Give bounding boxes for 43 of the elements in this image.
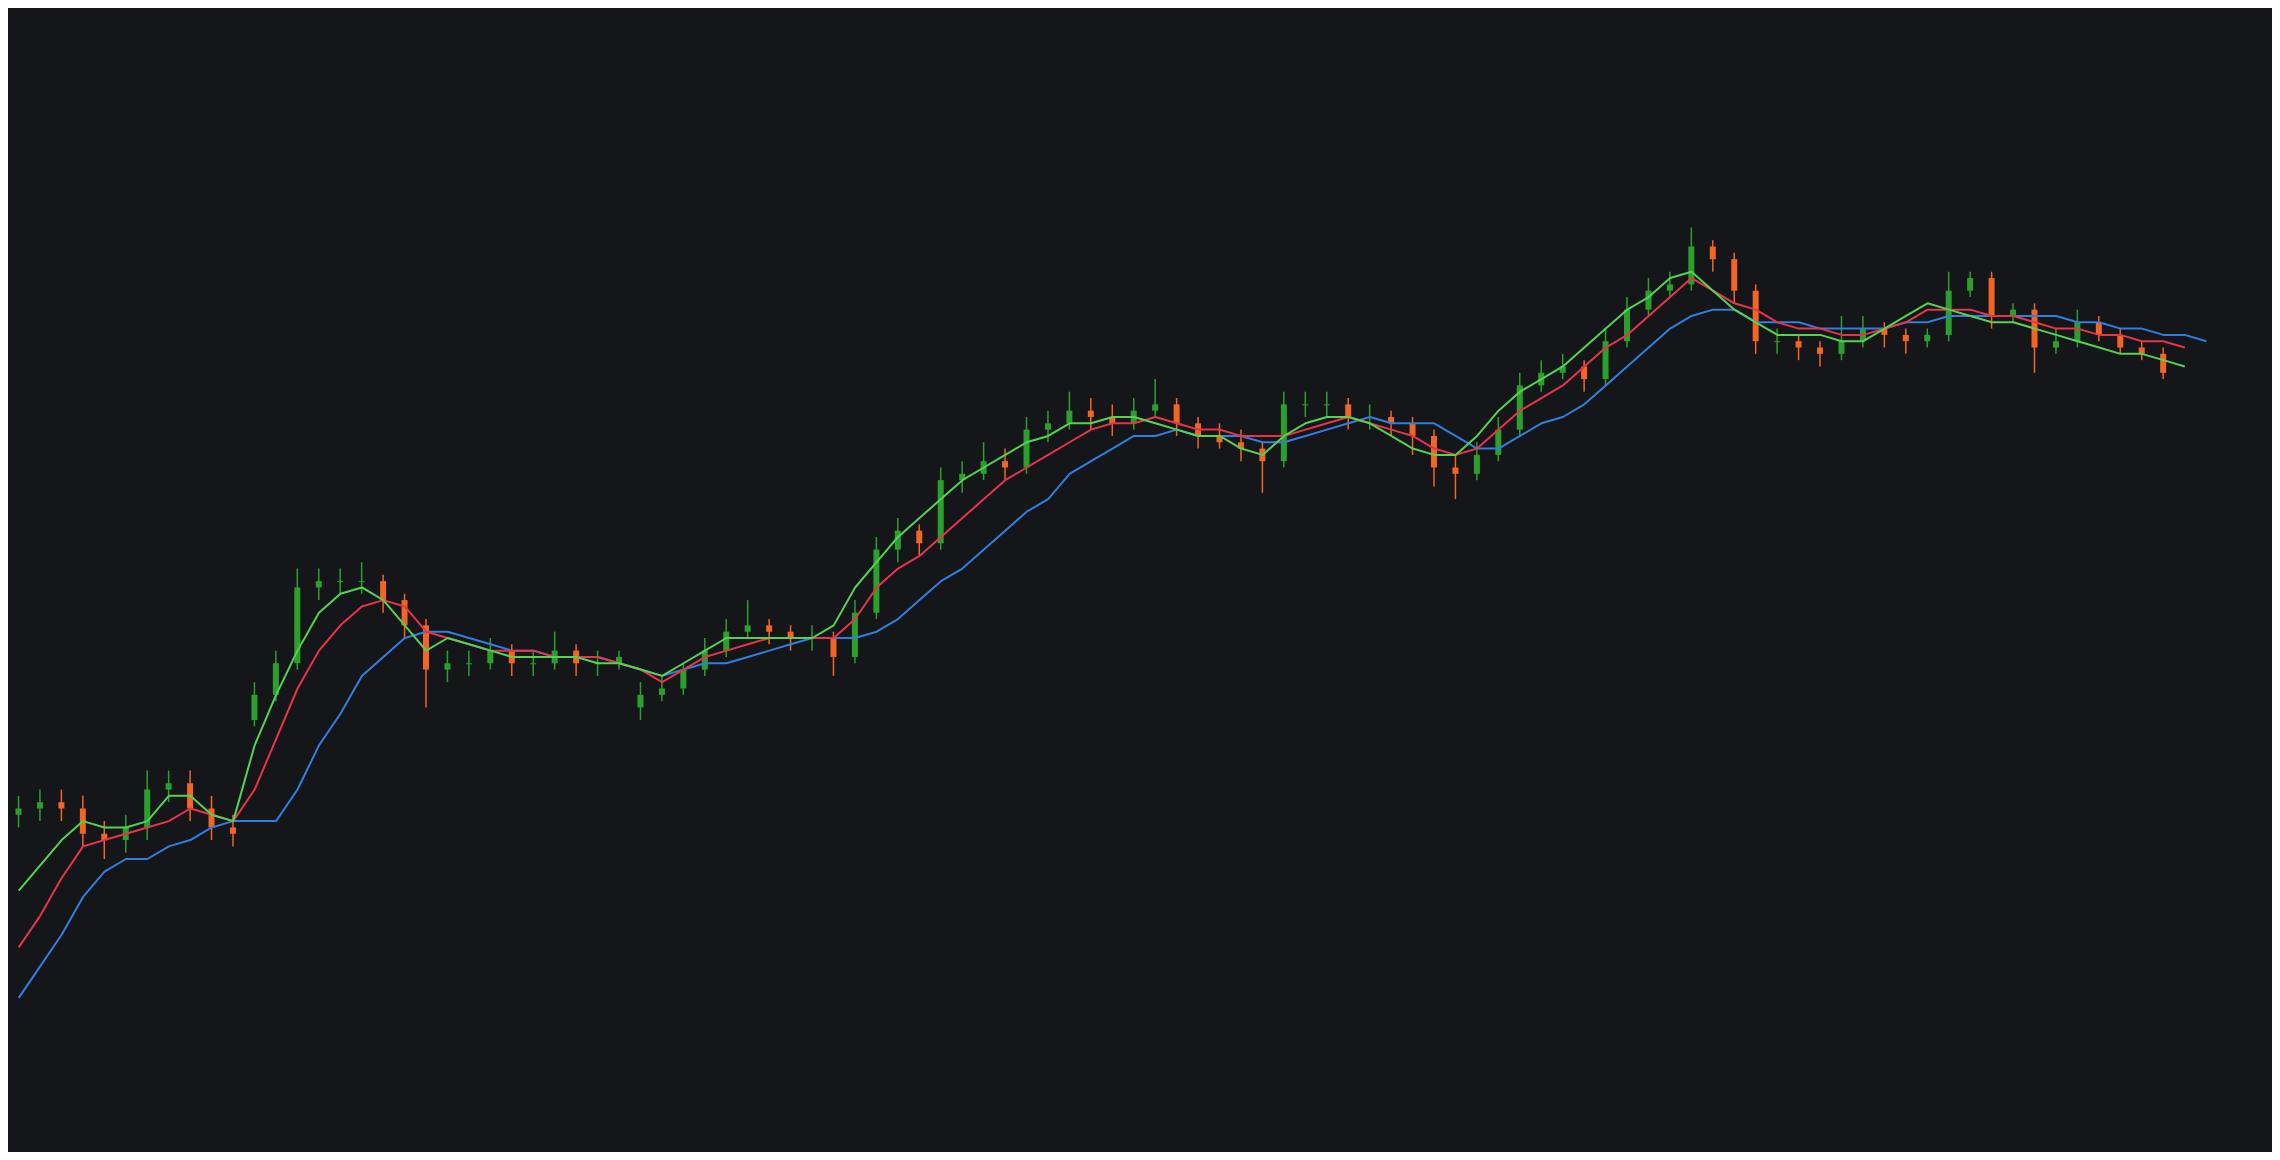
candlestick [1473,441,1480,481]
candlestick [744,599,751,639]
candlestick [487,637,494,671]
candlestick [1323,390,1330,418]
candlestick [1452,454,1459,500]
candlestick [1002,447,1009,481]
candlestick [916,523,923,557]
candlestick [1774,327,1781,355]
candlestick [2117,327,2124,355]
candlestick [36,788,43,822]
candlestick [766,618,773,646]
candlestick [658,675,665,702]
candlestick [1066,390,1073,431]
candlestick [1666,271,1673,298]
candlestick [15,795,22,829]
candlestick [380,574,387,614]
candlestick [444,649,451,683]
candlestick [1902,327,1909,355]
candlestick [530,649,537,677]
candlestick [358,561,365,595]
candlestick [229,814,236,848]
candlestick [830,630,837,677]
candlestick [1967,271,1974,298]
candlestick [1044,409,1051,443]
candlestick [1087,397,1094,431]
candlestick [680,662,687,696]
candlestick [1559,353,1566,380]
candlestick [1302,390,1309,418]
candlestick [2052,327,2059,355]
candlestick [1817,340,1824,368]
candlestick [1173,397,1180,437]
candlestick [1152,378,1159,418]
candlestick [1345,397,1352,431]
candlestick [337,567,344,595]
candlestick [315,567,322,601]
candlestick [58,788,65,822]
candlestick [1709,239,1716,273]
candlestick [1838,315,1845,361]
candlestick [465,649,472,677]
candlestick [1924,327,1931,349]
candlestick [1795,334,1802,361]
candlestick [637,681,644,721]
candlestick [165,769,172,803]
